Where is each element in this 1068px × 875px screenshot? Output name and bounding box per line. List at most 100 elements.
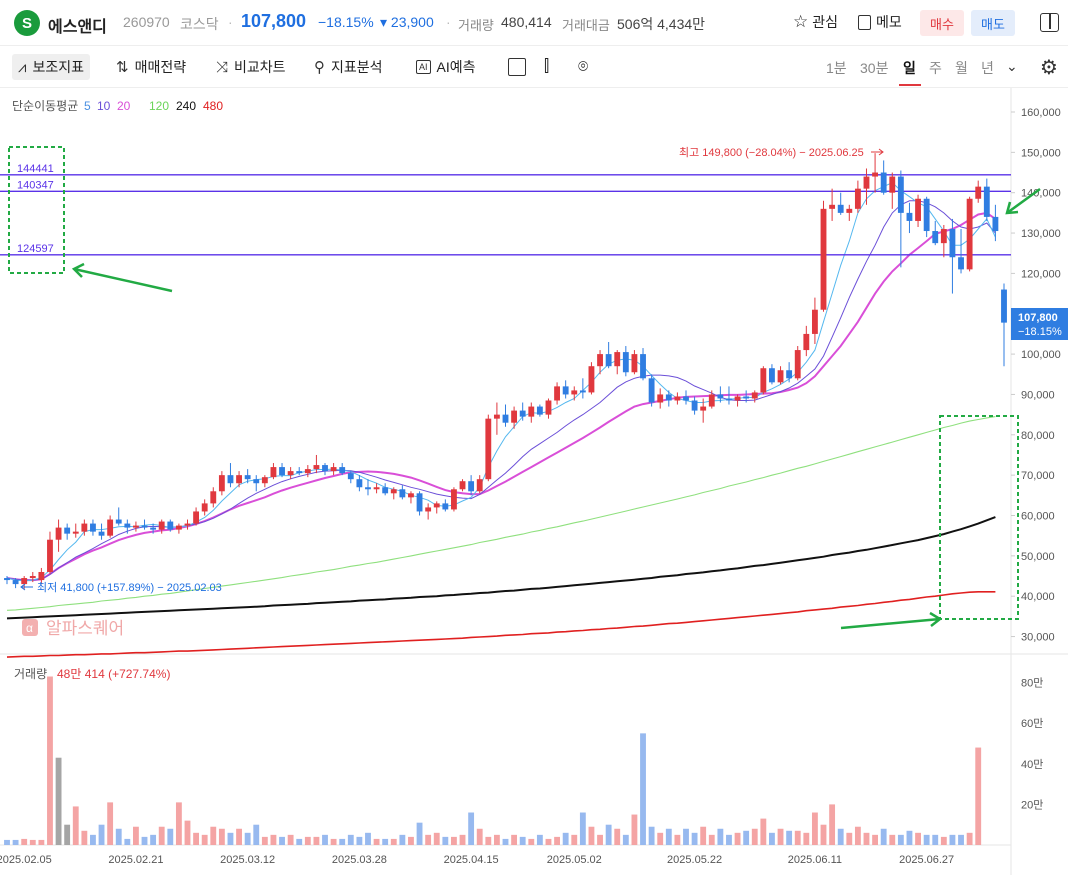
volume-bar <box>889 834 896 845</box>
candle-body <box>38 571 45 581</box>
timeframe-day[interactable]: 일 <box>903 60 916 76</box>
candle-body <box>72 531 79 534</box>
timeframe-week[interactable]: 주 <box>929 60 942 76</box>
memo-button[interactable]: 메모 <box>858 12 902 32</box>
candle-body <box>322 465 328 472</box>
candle-body <box>107 519 114 536</box>
volume-bar <box>304 836 311 845</box>
volume-bar <box>184 820 191 845</box>
candle-body <box>889 176 896 193</box>
sell-button[interactable]: 매도 <box>971 10 1015 36</box>
volume-bar <box>700 826 707 845</box>
watermark-text: 알파스퀘어 <box>46 619 124 638</box>
indicator-icon: ⩘ <box>18 58 27 76</box>
candle-body <box>665 394 672 401</box>
ai-predict-button[interactable]: AI AI예측 <box>416 54 476 80</box>
candle-body <box>373 487 380 490</box>
volume-bar <box>365 832 371 845</box>
annotation-arrow[interactable] <box>71 262 173 293</box>
volume-bar <box>399 834 406 845</box>
volume-bar <box>347 834 354 845</box>
volume-bar <box>425 834 432 845</box>
candle-body <box>98 531 105 536</box>
candle-body <box>244 475 251 480</box>
price-tick-label: 90,000 <box>1021 389 1055 401</box>
volume-bar <box>485 836 492 845</box>
volume-bar <box>932 834 939 845</box>
layout-square-icon[interactable] <box>508 58 526 76</box>
volume-bar <box>158 826 165 845</box>
ma-legend: 5 10 20 120 240 480 <box>84 99 223 113</box>
candle-body <box>794 350 801 379</box>
stock-chart[interactable]: 단순이동평균 5 10 20 120 240 480 α 알파스퀘어 160,000 150… <box>0 88 1068 875</box>
volume-bar <box>786 830 793 845</box>
current-price-badge <box>1011 308 1068 340</box>
watchlist-button[interactable]: ☆ 관심 <box>793 12 839 31</box>
volume-bar <box>597 834 603 845</box>
price-tick-label: 130,000 <box>1021 228 1061 240</box>
chevron-down-icon[interactable]: ⌄ <box>1006 58 1018 74</box>
volume-bar <box>846 832 853 845</box>
compare-button[interactable]: ⤨ 비교차트 <box>216 58 286 76</box>
candle-body <box>700 406 707 411</box>
separator-dot: · <box>228 14 233 30</box>
candle-body <box>708 394 715 407</box>
volume-bar <box>940 836 947 845</box>
ma-legend-item: 120 <box>149 99 169 113</box>
chart-toolbar: ⩘ 보조지표 ⇅ 매매전략 ⤨ 비교차트 ⚲ 지표분석 AI AI예측 ⫿ ⌾ … <box>0 46 1068 88</box>
ma240-line <box>6 516 996 620</box>
volume-bar <box>588 826 595 845</box>
candle-body <box>966 198 973 270</box>
timeframe-30min[interactable]: 30분 <box>860 60 889 76</box>
candle-body <box>872 172 878 177</box>
candle-body <box>218 475 225 492</box>
volume-bar <box>803 832 810 845</box>
volume-bar <box>98 824 105 845</box>
candle-body <box>296 471 303 474</box>
indicator-button[interactable]: ⩘ 보조지표 <box>12 54 90 80</box>
buy-button[interactable]: 매수 <box>920 10 964 36</box>
volume-bar <box>493 834 500 845</box>
ma-legend-item: 20 <box>117 99 131 113</box>
volume-bar <box>562 832 569 845</box>
candle-body <box>133 525 139 528</box>
timeframe-year[interactable]: 년 <box>981 60 994 76</box>
candle-type-icon[interactable]: ⫿ <box>544 58 550 75</box>
date-tick-label: 2025.02.05 <box>0 854 52 866</box>
date-tick-label: 2025.05.02 <box>547 854 602 866</box>
volume-bar <box>55 757 62 845</box>
volume-bar <box>459 834 466 845</box>
price-tick-label: 160,000 <box>1021 107 1061 119</box>
horizontal-line-label: 124597 <box>17 243 54 255</box>
analysis-button[interactable]: ⚲ 지표분석 <box>314 59 383 76</box>
volume-bar <box>665 828 672 845</box>
price-axis: 160,000150,000140,000130,000120,000110,0… <box>1011 107 1061 644</box>
timeframe-month[interactable]: 월 <box>955 60 968 76</box>
panel-toggle-icon[interactable] <box>1040 13 1059 32</box>
timeframe-1min[interactable]: 1분 <box>826 60 847 76</box>
candle-body <box>743 396 750 399</box>
annotation-arrow[interactable] <box>840 611 943 630</box>
candle-body <box>915 198 921 221</box>
memo-icon <box>858 14 871 30</box>
volume-tick-label: 60만 <box>1021 717 1043 730</box>
camera-icon[interactable]: ⌾ <box>578 57 589 76</box>
annotation-box-right[interactable] <box>939 415 1019 620</box>
strategy-button[interactable]: ⇅ 매매전략 <box>116 59 187 76</box>
candle-body <box>81 523 88 532</box>
volume-label: 거래량 <box>458 18 494 33</box>
candle-body <box>279 467 285 476</box>
volume-bar <box>726 834 732 845</box>
volume-bar <box>579 812 586 845</box>
candle-body <box>786 370 793 379</box>
price-tick-label: 40,000 <box>1021 591 1055 603</box>
volume-bar <box>640 733 646 845</box>
volume-bar <box>829 804 836 845</box>
annotation-arrow[interactable] <box>1005 187 1041 215</box>
settings-gear-icon[interactable]: ⚙ <box>1040 57 1058 79</box>
candle-body <box>837 204 844 213</box>
candle-body <box>4 578 10 581</box>
date-tick-label: 2025.02.21 <box>108 854 163 866</box>
volume-tick-label: 80만 <box>1021 677 1043 690</box>
market-name: 코스닥 <box>180 16 219 32</box>
